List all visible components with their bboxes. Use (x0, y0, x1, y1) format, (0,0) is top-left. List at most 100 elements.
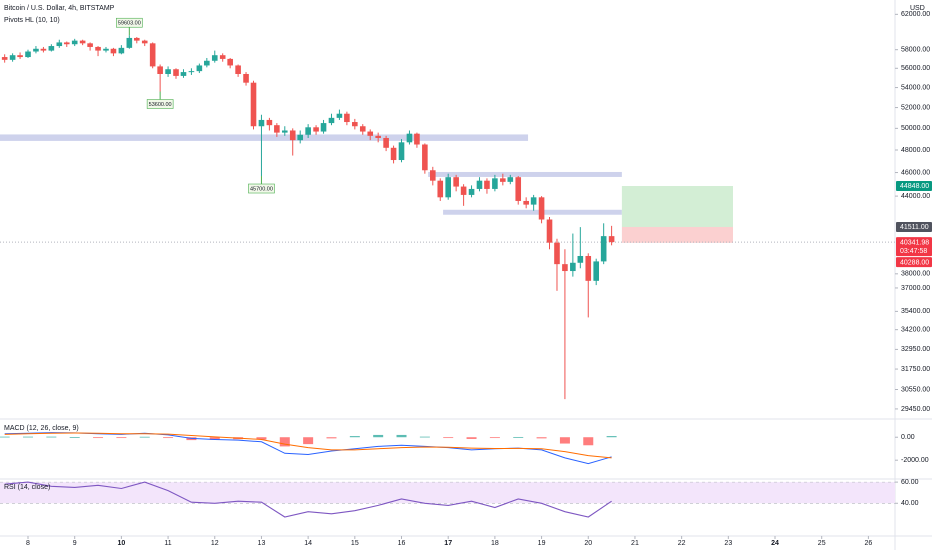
candle-body (530, 197, 537, 205)
histogram-bar (256, 437, 267, 440)
support-zone (428, 171, 622, 177)
y-tick-label: 50000.00 (901, 125, 930, 132)
candle-body (570, 262, 576, 272)
candle-body (48, 46, 55, 51)
histogram-bar (326, 437, 337, 439)
y-tick-label: 46000.00 (901, 169, 930, 176)
x-tick-label: 8 (26, 540, 30, 547)
x-tick-label: 12 (211, 540, 219, 547)
y-tick-label: 56000.00 (901, 65, 930, 72)
candle-body (133, 37, 140, 41)
candle-body (211, 55, 218, 61)
y-tick-label: 30550.00 (901, 386, 930, 393)
candle-body (87, 43, 93, 47)
x-tick-label: 9 (73, 540, 77, 547)
histogram-bar (349, 436, 360, 438)
candle-body (507, 177, 514, 182)
chart-title: Bitcoin / U.S. Dollar, 4h, BITSTAMP (4, 5, 115, 12)
candle-body (95, 46, 101, 51)
rsi-band (0, 482, 895, 504)
candle-body (126, 37, 133, 48)
histogram-bar (513, 436, 524, 438)
candle-body (375, 135, 381, 138)
candle-body (118, 47, 125, 54)
histogram-bar (396, 434, 407, 438)
candle-body (344, 113, 350, 123)
pivot-box (248, 183, 275, 194)
candle-body (25, 51, 31, 58)
x-tick-label: 16 (398, 540, 406, 547)
histogram-bar (279, 437, 290, 447)
x-tick-label: 19 (538, 540, 546, 547)
position-loss (621, 226, 733, 243)
candle-body (227, 58, 233, 66)
y-tick-label: 58000.00 (901, 47, 930, 54)
candle-body (71, 40, 78, 45)
pivot-label: 59603.00 (118, 20, 141, 26)
histogram-bar (46, 436, 57, 438)
x-tick-label: 11 (164, 540, 171, 547)
candle-body (266, 119, 273, 126)
histogram-bar (559, 437, 570, 444)
candle-body (414, 133, 420, 145)
candle-body (468, 188, 475, 195)
candle-body (274, 125, 280, 133)
support-zone (443, 209, 622, 215)
candle-body (157, 66, 163, 74)
candle-body (515, 177, 522, 201)
countdown-label: 03:47:58 (900, 248, 927, 255)
candle-body (297, 134, 304, 141)
candle-body (33, 48, 39, 52)
y-tick-label: 35400.00 (901, 308, 930, 315)
price-tag (896, 257, 932, 268)
y-tick-label: 38000.00 (901, 271, 930, 278)
histogram-bar (0, 436, 10, 438)
candle-body (336, 113, 343, 118)
y-tick-label: 62000.00 (901, 11, 930, 18)
histogram-bar (373, 434, 384, 438)
candle-body (453, 177, 459, 187)
histogram-bar (536, 437, 547, 439)
candle-body (320, 123, 327, 132)
candle-body (165, 69, 171, 74)
candle-body (196, 65, 203, 72)
histogram-bar (583, 437, 594, 446)
candle-body (17, 55, 23, 58)
x-tick-label: 18 (491, 540, 499, 547)
histogram-bar (163, 437, 174, 439)
price-tag-label: 40288.00 (900, 259, 929, 266)
histogram-bar (443, 437, 454, 439)
candle-body (352, 122, 358, 127)
candle-body (180, 72, 187, 76)
x-tick-label: 13 (258, 540, 266, 547)
candle-body (313, 127, 319, 132)
price-tag-label: 40341.98 (900, 239, 929, 246)
candle-body (173, 69, 179, 76)
candle-body (79, 40, 86, 44)
y-tick-label: -2000.00 (901, 457, 929, 464)
currency-label: USD (910, 5, 925, 12)
candle-body (554, 242, 560, 265)
candle-body (585, 255, 592, 281)
price-tag-label: 41511.00 (900, 224, 929, 231)
histogram-bar (116, 437, 127, 439)
candle-body (608, 236, 615, 243)
candle-body (523, 200, 529, 205)
candle-body (492, 178, 498, 189)
candle-body (149, 43, 156, 67)
x-tick-label: 26 (864, 540, 872, 547)
y-tick-label: 34200.00 (901, 327, 930, 334)
candle-body (281, 130, 288, 133)
x-tick-label: 15 (351, 540, 359, 547)
candle-body (367, 131, 374, 136)
price-tag (896, 180, 932, 191)
pivot-label: 45700.00 (250, 186, 273, 192)
signal-line (4, 432, 612, 459)
candle-body (56, 42, 63, 47)
indicator-title: Pivots HL (10, 10) (4, 17, 60, 24)
candle-body (538, 197, 545, 220)
x-tick-label: 14 (304, 540, 312, 547)
candle-body (437, 180, 444, 198)
histogram-bar (209, 437, 220, 440)
